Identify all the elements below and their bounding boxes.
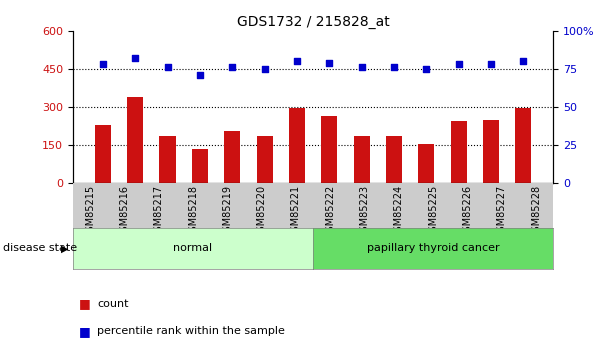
Point xyxy=(389,65,399,70)
Text: GSM85216: GSM85216 xyxy=(119,185,130,238)
Text: GSM85221: GSM85221 xyxy=(291,185,301,238)
Text: GSM85226: GSM85226 xyxy=(463,185,472,238)
Text: papillary thyroid cancer: papillary thyroid cancer xyxy=(367,244,500,253)
Text: GSM85223: GSM85223 xyxy=(359,185,370,238)
Point xyxy=(227,65,237,70)
Bar xyxy=(95,125,111,183)
Point xyxy=(130,56,140,61)
Text: GSM85218: GSM85218 xyxy=(188,185,198,238)
Text: GSM85222: GSM85222 xyxy=(325,185,335,238)
Bar xyxy=(483,120,499,183)
Point xyxy=(163,65,173,70)
Point xyxy=(486,62,496,67)
Point xyxy=(195,72,205,78)
Bar xyxy=(515,108,531,183)
Point xyxy=(260,66,269,72)
Text: GSM85220: GSM85220 xyxy=(257,185,267,238)
Text: ▶: ▶ xyxy=(61,244,68,253)
Text: GSM85227: GSM85227 xyxy=(497,185,507,238)
Bar xyxy=(192,149,208,183)
Bar xyxy=(224,131,240,183)
Point xyxy=(519,59,528,64)
Text: GSM85215: GSM85215 xyxy=(85,185,95,238)
Bar xyxy=(353,136,370,183)
Point xyxy=(421,66,431,72)
Bar xyxy=(418,144,434,183)
Bar xyxy=(386,136,402,183)
Text: GSM85224: GSM85224 xyxy=(394,185,404,238)
Point xyxy=(454,62,463,67)
Text: count: count xyxy=(97,299,129,308)
Text: GSM85225: GSM85225 xyxy=(428,185,438,238)
Point xyxy=(325,60,334,66)
Text: GSM85228: GSM85228 xyxy=(531,185,541,238)
Text: normal: normal xyxy=(173,244,213,253)
Text: ■: ■ xyxy=(79,325,91,338)
Text: GSM85217: GSM85217 xyxy=(154,185,164,238)
Bar xyxy=(321,116,337,183)
Bar xyxy=(257,136,273,183)
Point xyxy=(292,59,302,64)
Bar xyxy=(451,121,467,183)
Text: percentile rank within the sample: percentile rank within the sample xyxy=(97,326,285,336)
Title: GDS1732 / 215828_at: GDS1732 / 215828_at xyxy=(237,14,390,29)
Bar xyxy=(127,97,143,183)
Bar xyxy=(159,136,176,183)
Point xyxy=(98,62,108,67)
Text: GSM85219: GSM85219 xyxy=(223,185,232,238)
Bar xyxy=(289,108,305,183)
Point xyxy=(357,65,367,70)
Text: disease state: disease state xyxy=(3,244,77,253)
Text: ■: ■ xyxy=(79,297,91,310)
